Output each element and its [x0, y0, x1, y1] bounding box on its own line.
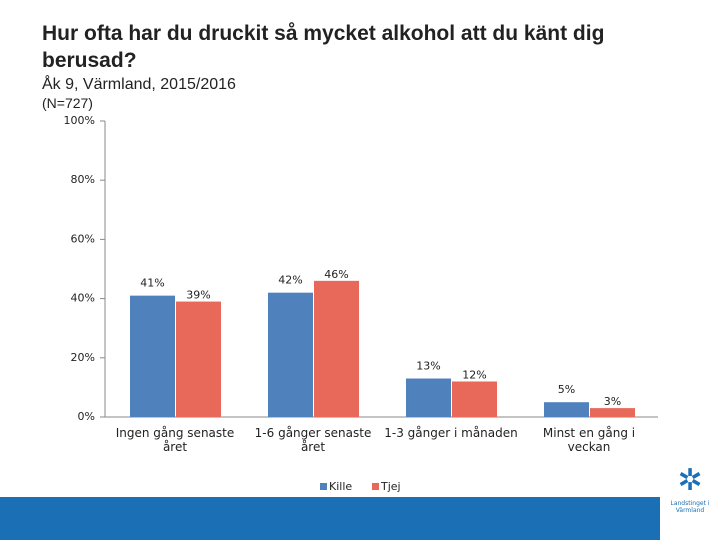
- value-label: 5%: [558, 383, 575, 396]
- value-label: 39%: [186, 289, 210, 302]
- value-label: 42%: [278, 274, 302, 287]
- legend-swatch: [372, 483, 379, 490]
- bar: [268, 292, 313, 417]
- legend-label: Kille: [329, 480, 352, 493]
- value-label: 3%: [604, 395, 621, 408]
- subtitle: Åk 9, Värmland, 2015/2016: [42, 76, 236, 93]
- legend-swatch: [320, 483, 327, 490]
- footer-band: [0, 497, 720, 540]
- bar: [544, 402, 589, 417]
- bar: [314, 280, 359, 417]
- value-label: 46%: [324, 268, 348, 281]
- legend-label: Tjej: [380, 480, 401, 493]
- bar: [406, 378, 451, 417]
- y-tick-label: 80%: [71, 173, 95, 186]
- y-tick-label: 20%: [71, 351, 95, 364]
- x-tick-label: Ingen gång senaste året: [115, 426, 235, 454]
- x-tick-label: 1-3 gånger i månaden: [384, 426, 518, 440]
- bar: [176, 301, 221, 417]
- y-tick-label: 0%: [78, 410, 95, 423]
- note: (N=727): [42, 95, 93, 111]
- bar: [130, 295, 175, 417]
- logo-text: Landstinget i Värmland: [670, 500, 710, 514]
- logo: ✲ Landstinget i Värmland: [660, 462, 720, 540]
- value-label: 12%: [462, 368, 486, 381]
- value-label: 13%: [416, 360, 440, 373]
- bar: [590, 408, 635, 417]
- title: Hur ofta har du druckit så mycket alkoho…: [42, 22, 605, 72]
- bar: [452, 381, 497, 417]
- x-tick-label: Minst en gång i veckan: [542, 426, 636, 454]
- value-label: 41%: [140, 277, 164, 290]
- y-tick-label: 100%: [64, 114, 95, 127]
- y-tick-label: 60%: [71, 232, 95, 245]
- x-tick-label: 1-6 gånger senaste året: [254, 426, 372, 454]
- y-tick-label: 40%: [71, 292, 95, 305]
